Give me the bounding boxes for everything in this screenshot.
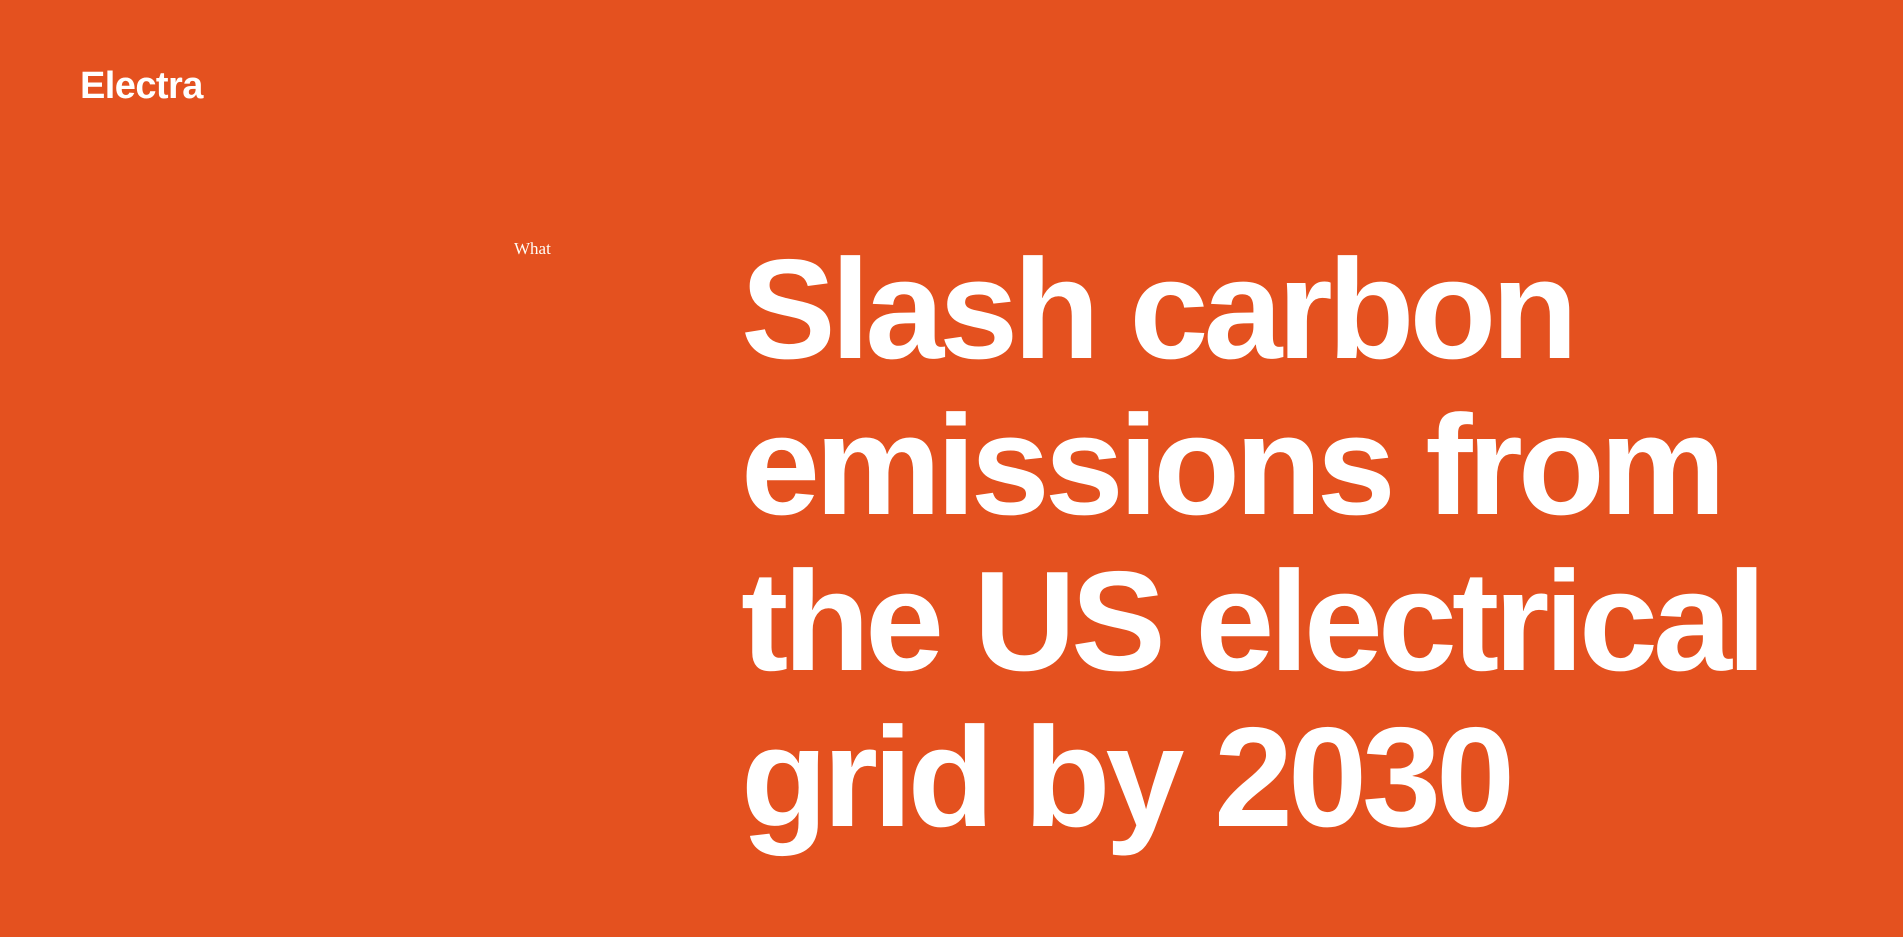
brand-logo[interactable]: Electra	[80, 65, 203, 107]
headline-line: grid by 2030	[741, 698, 1515, 857]
headline-line: Slash carbon	[741, 230, 1578, 389]
section-label-what[interactable]: What	[514, 239, 551, 258]
headline-line: emissions from	[741, 386, 1726, 545]
headline-line: the US electrical	[741, 542, 1766, 701]
hero-headline: Slash carbon emissions from the US elect…	[741, 230, 1766, 857]
